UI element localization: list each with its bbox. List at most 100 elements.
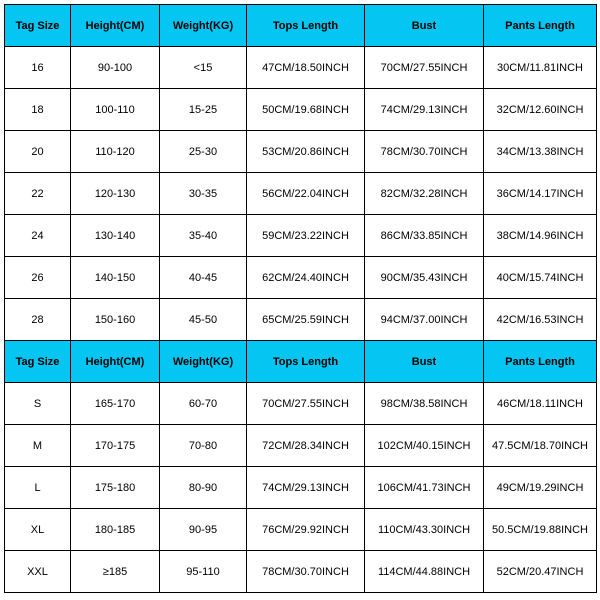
col-header-height: Height(CM) bbox=[71, 5, 160, 47]
col-header-weight: Weight(KG) bbox=[160, 5, 247, 47]
cell-weight: 60-70 bbox=[160, 383, 247, 425]
cell-tag-size: 18 bbox=[5, 89, 71, 131]
cell-height: ≥185 bbox=[71, 551, 160, 593]
col-header-tops-length: Tops Length bbox=[247, 5, 365, 47]
cell-height: 90-100 bbox=[71, 47, 160, 89]
cell-tops-length: 53CM/20.86INCH bbox=[247, 131, 365, 173]
cell-tag-size: 20 bbox=[5, 131, 71, 173]
cell-weight: 40-45 bbox=[160, 257, 247, 299]
cell-weight: 70-80 bbox=[160, 425, 247, 467]
cell-pants-length: 32CM/12.60INCH bbox=[484, 89, 597, 131]
table-row: 16 90-100 <15 47CM/18.50INCH 70CM/27.55I… bbox=[5, 47, 597, 89]
cell-tag-size: L bbox=[5, 467, 71, 509]
table-row: XL 180-185 90-95 76CM/29.92INCH 110CM/43… bbox=[5, 509, 597, 551]
table-row: 26 140-150 40-45 62CM/24.40INCH 90CM/35.… bbox=[5, 257, 597, 299]
cell-weight: 45-50 bbox=[160, 299, 247, 341]
cell-tops-length: 47CM/18.50INCH bbox=[247, 47, 365, 89]
cell-weight: <15 bbox=[160, 47, 247, 89]
cell-weight: 35-40 bbox=[160, 215, 247, 257]
cell-bust: 90CM/35.43INCH bbox=[365, 257, 484, 299]
table-row: 18 100-110 15-25 50CM/19.68INCH 74CM/29.… bbox=[5, 89, 597, 131]
col-header-tops-length: Tops Length bbox=[247, 341, 365, 383]
cell-height: 150-160 bbox=[71, 299, 160, 341]
cell-height: 110-120 bbox=[71, 131, 160, 173]
cell-tag-size: XXL bbox=[5, 551, 71, 593]
cell-weight: 30-35 bbox=[160, 173, 247, 215]
table-row: 28 150-160 45-50 65CM/25.59INCH 94CM/37.… bbox=[5, 299, 597, 341]
cell-tag-size: 16 bbox=[5, 47, 71, 89]
cell-weight: 80-90 bbox=[160, 467, 247, 509]
cell-bust: 110CM/43.30INCH bbox=[365, 509, 484, 551]
cell-height: 165-170 bbox=[71, 383, 160, 425]
cell-pants-length: 40CM/15.74INCH bbox=[484, 257, 597, 299]
cell-weight: 95-110 bbox=[160, 551, 247, 593]
cell-bust: 114CM/44.88INCH bbox=[365, 551, 484, 593]
cell-bust: 102CM/40.15INCH bbox=[365, 425, 484, 467]
cell-tops-length: 72CM/28.34INCH bbox=[247, 425, 365, 467]
table-row: M 170-175 70-80 72CM/28.34INCH 102CM/40.… bbox=[5, 425, 597, 467]
cell-height: 180-185 bbox=[71, 509, 160, 551]
table-row: 24 130-140 35-40 59CM/23.22INCH 86CM/33.… bbox=[5, 215, 597, 257]
cell-tops-length: 65CM/25.59INCH bbox=[247, 299, 365, 341]
col-header-tag-size: Tag Size bbox=[5, 5, 71, 47]
col-header-pants-length: Pants Length bbox=[484, 341, 597, 383]
cell-tag-size: M bbox=[5, 425, 71, 467]
cell-pants-length: 38CM/14.96INCH bbox=[484, 215, 597, 257]
cell-tops-length: 50CM/19.68INCH bbox=[247, 89, 365, 131]
cell-pants-length: 36CM/14.17INCH bbox=[484, 173, 597, 215]
cell-tops-length: 59CM/23.22INCH bbox=[247, 215, 365, 257]
cell-pants-length: 47.5CM/18.70INCH bbox=[484, 425, 597, 467]
cell-tag-size: S bbox=[5, 383, 71, 425]
cell-tops-length: 56CM/22.04INCH bbox=[247, 173, 365, 215]
size-chart-table: Tag Size Height(CM) Weight(KG) Tops Leng… bbox=[4, 4, 597, 593]
header-row-2: Tag Size Height(CM) Weight(KG) Tops Leng… bbox=[5, 341, 597, 383]
cell-pants-length: 42CM/16.53INCH bbox=[484, 299, 597, 341]
cell-height: 120-130 bbox=[71, 173, 160, 215]
size-chart-body: Tag Size Height(CM) Weight(KG) Tops Leng… bbox=[5, 5, 597, 593]
cell-bust: 98CM/38.58INCH bbox=[365, 383, 484, 425]
cell-tag-size: 22 bbox=[5, 173, 71, 215]
cell-pants-length: 30CM/11.81INCH bbox=[484, 47, 597, 89]
col-header-bust: Bust bbox=[365, 341, 484, 383]
cell-height: 140-150 bbox=[71, 257, 160, 299]
cell-weight: 25-30 bbox=[160, 131, 247, 173]
cell-bust: 74CM/29.13INCH bbox=[365, 89, 484, 131]
table-row: L 175-180 80-90 74CM/29.13INCH 106CM/41.… bbox=[5, 467, 597, 509]
cell-bust: 70CM/27.55INCH bbox=[365, 47, 484, 89]
cell-pants-length: 52CM/20.47INCH bbox=[484, 551, 597, 593]
cell-pants-length: 50.5CM/19.88INCH bbox=[484, 509, 597, 551]
cell-bust: 94CM/37.00INCH bbox=[365, 299, 484, 341]
cell-bust: 78CM/30.70INCH bbox=[365, 131, 484, 173]
table-row: 20 110-120 25-30 53CM/20.86INCH 78CM/30.… bbox=[5, 131, 597, 173]
col-header-pants-length: Pants Length bbox=[484, 5, 597, 47]
cell-bust: 86CM/33.85INCH bbox=[365, 215, 484, 257]
table-row: S 165-170 60-70 70CM/27.55INCH 98CM/38.5… bbox=[5, 383, 597, 425]
table-row: 22 120-130 30-35 56CM/22.04INCH 82CM/32.… bbox=[5, 173, 597, 215]
cell-tops-length: 70CM/27.55INCH bbox=[247, 383, 365, 425]
col-header-weight: Weight(KG) bbox=[160, 341, 247, 383]
cell-pants-length: 34CM/13.38INCH bbox=[484, 131, 597, 173]
cell-height: 175-180 bbox=[71, 467, 160, 509]
col-header-tag-size: Tag Size bbox=[5, 341, 71, 383]
cell-height: 130-140 bbox=[71, 215, 160, 257]
cell-weight: 90-95 bbox=[160, 509, 247, 551]
cell-tops-length: 76CM/29.92INCH bbox=[247, 509, 365, 551]
cell-height: 170-175 bbox=[71, 425, 160, 467]
col-header-bust: Bust bbox=[365, 5, 484, 47]
cell-tops-length: 62CM/24.40INCH bbox=[247, 257, 365, 299]
cell-weight: 15-25 bbox=[160, 89, 247, 131]
cell-pants-length: 49CM/19.29INCH bbox=[484, 467, 597, 509]
table-row: XXL ≥185 95-110 78CM/30.70INCH 114CM/44.… bbox=[5, 551, 597, 593]
cell-tops-length: 78CM/30.70INCH bbox=[247, 551, 365, 593]
header-row-1: Tag Size Height(CM) Weight(KG) Tops Leng… bbox=[5, 5, 597, 47]
cell-bust: 82CM/32.28INCH bbox=[365, 173, 484, 215]
cell-tag-size: 28 bbox=[5, 299, 71, 341]
cell-tag-size: 24 bbox=[5, 215, 71, 257]
cell-tops-length: 74CM/29.13INCH bbox=[247, 467, 365, 509]
cell-bust: 106CM/41.73INCH bbox=[365, 467, 484, 509]
cell-pants-length: 46CM/18.11INCH bbox=[484, 383, 597, 425]
cell-height: 100-110 bbox=[71, 89, 160, 131]
cell-tag-size: XL bbox=[5, 509, 71, 551]
col-header-height: Height(CM) bbox=[71, 341, 160, 383]
cell-tag-size: 26 bbox=[5, 257, 71, 299]
